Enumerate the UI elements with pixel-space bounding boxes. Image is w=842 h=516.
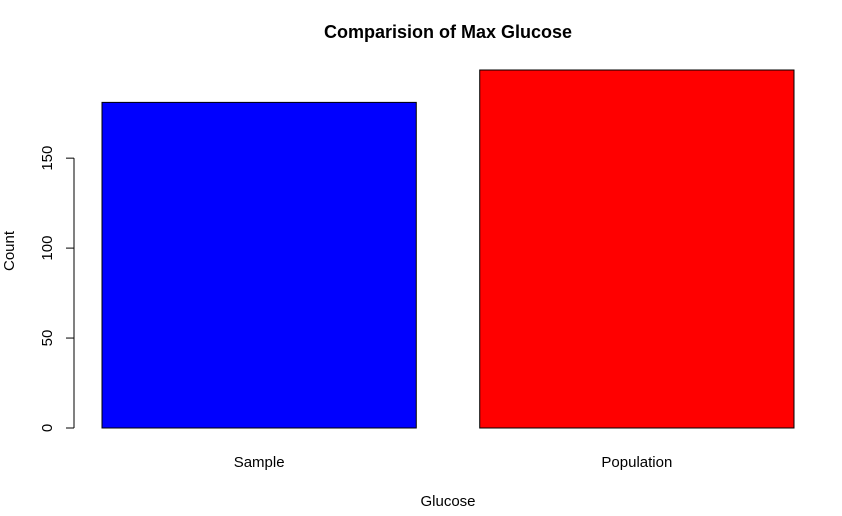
y-axis-label: Count	[1, 230, 18, 271]
y-tick-label: 0	[39, 424, 56, 432]
chart-title: Comparision of Max Glucose	[324, 22, 572, 42]
y-tick-label: 150	[39, 146, 56, 171]
y-axis: 0 50 100 150	[39, 146, 75, 432]
x-axis-label: Glucose	[420, 493, 475, 510]
x-tick-label-population: Population	[601, 454, 672, 471]
x-tick-label-sample: Sample	[234, 454, 285, 471]
bars	[101, 69, 795, 429]
y-tick-label: 50	[39, 330, 56, 347]
x-tick-labels: Sample Population	[234, 454, 673, 471]
bar-sample	[101, 101, 417, 429]
bar-population	[479, 69, 795, 429]
y-tick-label: 100	[39, 236, 56, 261]
